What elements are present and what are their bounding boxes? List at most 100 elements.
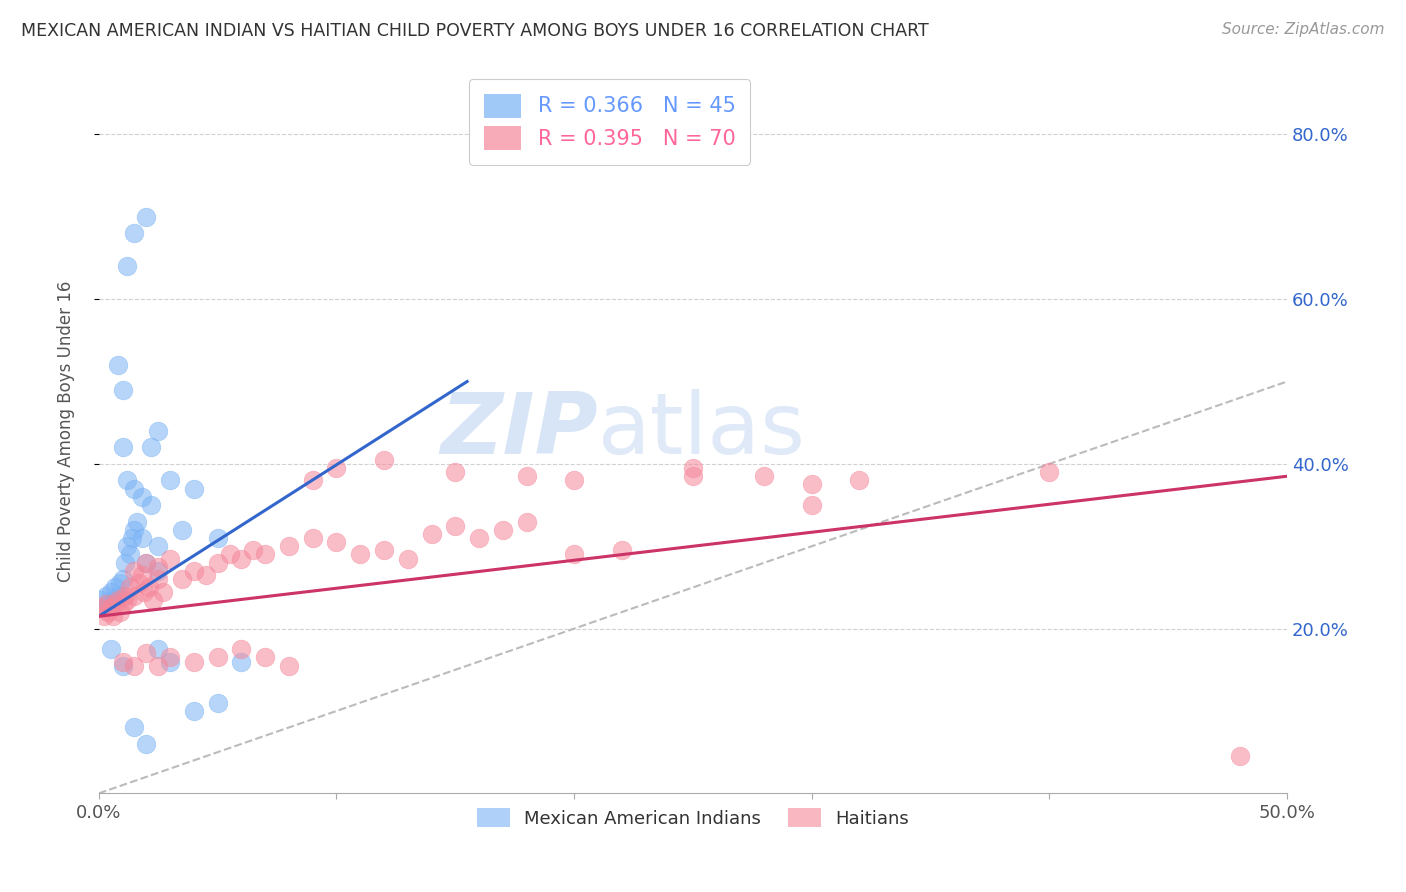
Point (104, 597, 127, 611)
Text: atlas: atlas (598, 390, 806, 473)
Point (135, 646, 157, 660)
Point (94, 589, 117, 603)
Point (444, 518, 467, 533)
Point (848, 474, 870, 488)
Point (101, 592, 124, 607)
Point (90, 592, 112, 607)
Point (139, 441, 162, 455)
Point (373, 452, 395, 467)
Point (131, 568, 153, 582)
Point (170, 572, 193, 586)
Point (468, 531, 491, 545)
Point (444, 465, 467, 479)
Point (183, 655, 205, 669)
Point (159, 551, 181, 566)
Point (148, 424, 170, 438)
Point (107, 358, 129, 372)
Point (800, 498, 823, 512)
Point (231, 655, 253, 669)
Point (138, 581, 160, 595)
Point (107, 589, 129, 603)
Point (194, 568, 217, 582)
Point (159, 474, 181, 488)
Point (159, 655, 181, 669)
Point (124, 523, 146, 537)
Point (183, 704, 205, 718)
Point (135, 556, 157, 570)
Point (93, 609, 115, 624)
Point (108, 605, 131, 619)
Point (148, 658, 170, 673)
Point (301, 474, 323, 488)
Point (111, 597, 134, 611)
Point (135, 556, 157, 570)
Point (610, 543, 633, 558)
Text: Source: ZipAtlas.com: Source: ZipAtlas.com (1222, 22, 1385, 37)
Point (111, 655, 134, 669)
Point (100, 584, 122, 599)
Legend: Mexican American Indians, Haitians: Mexican American Indians, Haitians (470, 801, 915, 835)
Point (325, 535, 347, 549)
Point (183, 564, 205, 578)
Point (682, 461, 704, 475)
Y-axis label: Child Poverty Among Boys Under 16: Child Poverty Among Boys Under 16 (58, 280, 75, 582)
Point (93, 601, 115, 615)
Point (128, 576, 150, 591)
Point (148, 642, 170, 657)
Point (114, 589, 136, 603)
Point (562, 474, 585, 488)
Text: MEXICAN AMERICAN INDIAN VS HAITIAN CHILD POVERTY AMONG BOYS UNDER 16 CORRELATION: MEXICAN AMERICAN INDIAN VS HAITIAN CHILD… (21, 22, 929, 40)
Point (218, 548, 240, 562)
Point (159, 650, 181, 665)
Point (231, 642, 253, 657)
Point (117, 259, 139, 273)
Point (111, 658, 134, 673)
Point (118, 548, 141, 562)
Point (111, 572, 134, 586)
Point (124, 226, 146, 240)
Point (107, 592, 129, 607)
Point (118, 581, 141, 595)
Point (97, 605, 120, 619)
Point (148, 572, 170, 586)
Point (132, 584, 155, 599)
Point (349, 548, 371, 562)
Point (516, 515, 538, 529)
Point (117, 474, 139, 488)
Point (90, 601, 112, 615)
Point (124, 658, 146, 673)
Point (124, 564, 146, 578)
Point (325, 461, 347, 475)
Point (277, 539, 299, 553)
Point (800, 477, 823, 491)
Point (170, 523, 193, 537)
Point (492, 523, 515, 537)
Point (207, 556, 229, 570)
Point (100, 642, 122, 657)
Point (207, 696, 229, 710)
Point (420, 527, 443, 541)
Point (117, 539, 139, 553)
Point (114, 556, 136, 570)
Point (135, 210, 157, 224)
Point (111, 383, 134, 397)
Point (396, 551, 419, 566)
Point (100, 601, 122, 615)
Point (111, 441, 134, 455)
Point (242, 543, 264, 558)
Point (124, 589, 146, 603)
Point (754, 469, 776, 483)
Point (277, 658, 299, 673)
Point (207, 531, 229, 545)
Point (101, 609, 124, 624)
Point (104, 581, 127, 595)
Point (562, 548, 585, 562)
Point (183, 482, 205, 496)
Point (373, 543, 395, 558)
Point (148, 564, 170, 578)
Point (1038, 465, 1060, 479)
Point (135, 737, 157, 751)
Point (121, 531, 143, 545)
Point (94, 597, 117, 611)
Text: ZIP: ZIP (440, 390, 598, 473)
